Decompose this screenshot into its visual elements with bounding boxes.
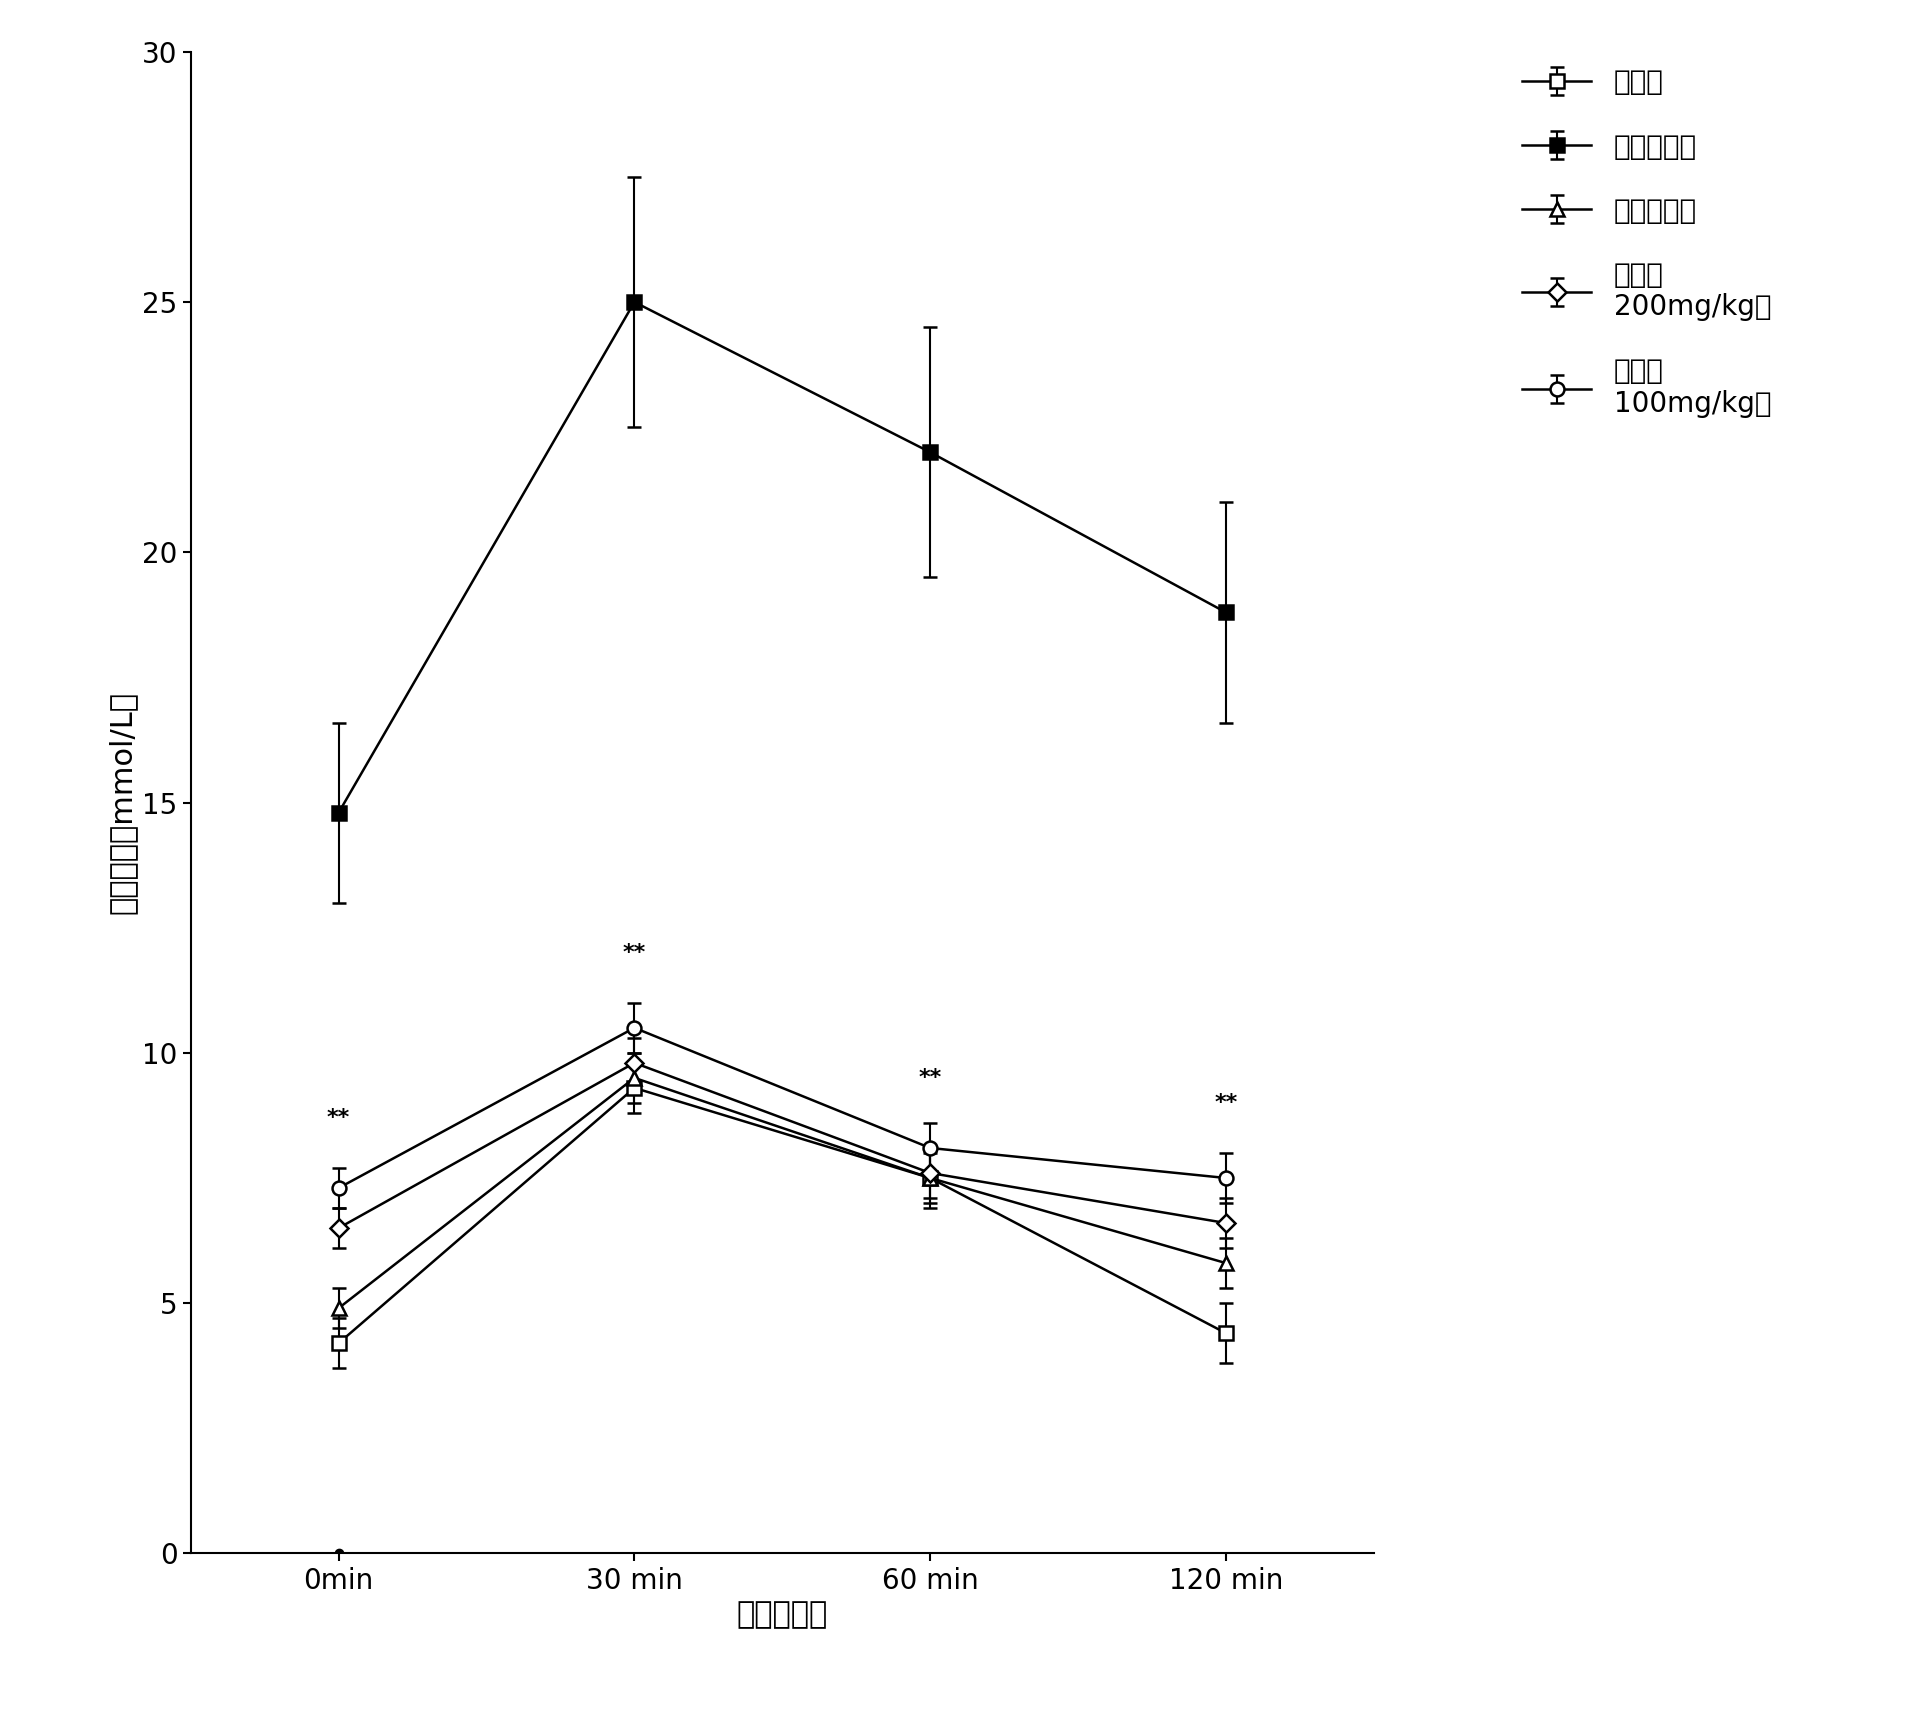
Legend: 空白组, 模型对照组, 罗格列酮组, 果聚糖
200mg/kg组, 果聚糖
100mg/kg组: 空白组, 模型对照组, 罗格列酮组, 果聚糖 200mg/kg组, 果聚糖 10… [1510,57,1781,428]
Text: **: ** [622,942,646,963]
Text: **: ** [326,1108,351,1129]
X-axis label: 给糖后时间: 给糖后时间 [736,1600,828,1629]
Text: **: ** [1213,1093,1238,1113]
Y-axis label: 血糖浓度（mmol/L）: 血糖浓度（mmol/L） [107,690,137,915]
Text: **: ** [917,1068,942,1087]
